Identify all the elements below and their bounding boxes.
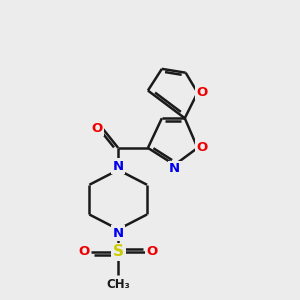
Text: O: O bbox=[92, 122, 103, 135]
Text: N: N bbox=[112, 160, 124, 172]
Text: N: N bbox=[112, 227, 124, 240]
Text: O: O bbox=[196, 141, 208, 154]
Text: N: N bbox=[169, 162, 180, 175]
Text: O: O bbox=[196, 85, 208, 98]
Text: CH₃: CH₃ bbox=[106, 278, 130, 291]
Text: S: S bbox=[113, 244, 124, 260]
Text: O: O bbox=[147, 245, 158, 258]
Text: O: O bbox=[78, 245, 90, 258]
